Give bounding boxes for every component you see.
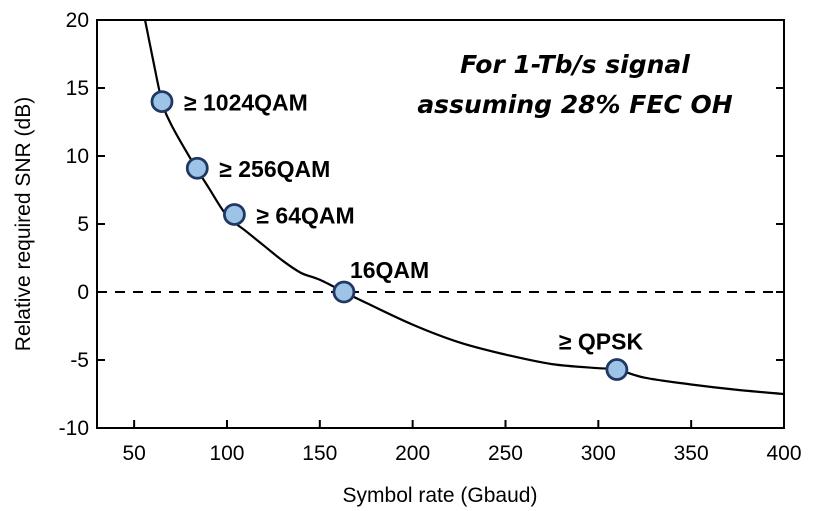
y-tick-label: -5 xyxy=(70,349,89,372)
modulation-point-label: ≥ 256QAM xyxy=(219,156,330,182)
y-tick-label: 0 xyxy=(77,281,89,304)
y-tick-label: -10 xyxy=(59,417,89,440)
modulation-point-marker xyxy=(332,280,356,304)
plot-frame xyxy=(96,19,785,429)
modulation-point-marker xyxy=(185,156,209,180)
annotation-line-1: For 1-Tb/s signal xyxy=(460,50,690,79)
y-tick-label: 15 xyxy=(66,77,89,100)
annotation-line-2: assuming 28% FEC OH xyxy=(417,90,732,119)
y-tick-label: 5 xyxy=(77,213,89,236)
modulation-point-label: ≥ QPSK xyxy=(559,329,644,355)
y-tick-label: 10 xyxy=(66,145,89,168)
modulation-point-label: ≥ 64QAM xyxy=(256,202,354,228)
x-tick-label: 150 xyxy=(302,442,337,465)
x-tick-label: 200 xyxy=(395,442,430,465)
y-axis-title: Relative required SNR (dB) xyxy=(12,97,35,351)
modulation-point-marker xyxy=(605,358,629,381)
x-axis-title: Symbol rate (Gbaud) xyxy=(343,484,538,507)
modulation-point-label: 16QAM xyxy=(350,257,429,283)
modulation-point-marker xyxy=(150,90,174,113)
x-tick-label: 250 xyxy=(488,442,523,465)
x-tick-label: 400 xyxy=(766,442,801,465)
modulation-point-label: ≥ 1024QAM xyxy=(184,90,308,116)
x-tick-label: 350 xyxy=(674,442,709,465)
x-tick-label: 100 xyxy=(209,442,244,465)
x-tick-label: 50 xyxy=(122,442,145,465)
modulation-point-marker xyxy=(222,203,246,226)
x-tick-label: 300 xyxy=(581,442,616,465)
y-tick-label: 20 xyxy=(66,9,89,32)
